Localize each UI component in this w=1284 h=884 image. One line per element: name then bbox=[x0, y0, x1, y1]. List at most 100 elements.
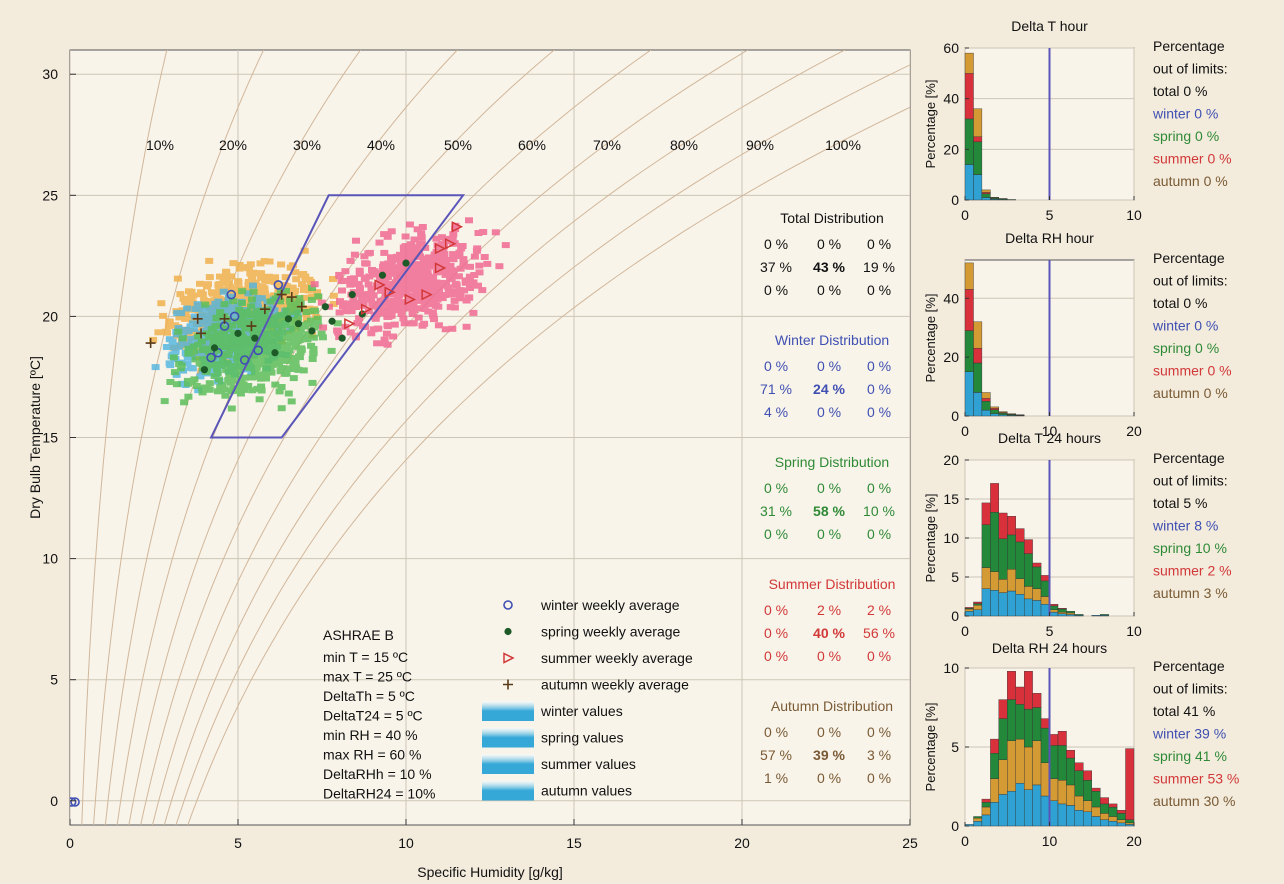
summer-value-cell bbox=[355, 281, 363, 287]
summer-value-cell bbox=[383, 311, 391, 317]
summer-value-cell bbox=[492, 229, 500, 235]
legend-label: summer weekly average bbox=[541, 650, 693, 666]
y-tick-label: 15 bbox=[42, 430, 58, 446]
bar-autumn bbox=[1007, 741, 1016, 792]
out-of-limits-autumn: autumn 0 % bbox=[1153, 385, 1228, 401]
distribution-cell: 0 % bbox=[817, 358, 841, 374]
winter-value-cell bbox=[199, 315, 207, 321]
summer-value-cell bbox=[388, 269, 396, 275]
distribution-cell: 40 % bbox=[813, 625, 845, 641]
autumn-value-cell bbox=[260, 287, 268, 293]
bar-winter bbox=[974, 393, 982, 417]
histogram-y-axis-label: Percentage [%] bbox=[923, 80, 938, 169]
x-tick-label: 5 bbox=[234, 835, 242, 851]
summer-value-cell bbox=[435, 322, 443, 328]
bar-spring bbox=[1058, 609, 1067, 612]
out-of-limits-summer: summer 0 % bbox=[1153, 151, 1232, 167]
summer-value-cell bbox=[379, 264, 387, 270]
distribution-cell: 0 % bbox=[867, 236, 891, 252]
x-axis-label: Specific Humidity [g/kg] bbox=[417, 864, 563, 880]
bar-winter bbox=[1092, 615, 1101, 616]
bar-summer bbox=[1007, 671, 1016, 699]
bar-summer bbox=[990, 483, 998, 512]
spring-weekly-average-point bbox=[211, 344, 218, 351]
spring-value-cell bbox=[248, 297, 256, 303]
summer-value-cell bbox=[397, 307, 405, 313]
summer-value-cell bbox=[397, 289, 405, 295]
spring-weekly-average-point bbox=[402, 260, 409, 267]
bar-summer bbox=[990, 739, 998, 753]
bar-winter bbox=[965, 165, 974, 201]
spring-value-cell bbox=[282, 366, 290, 372]
spring-weekly-average-point bbox=[271, 349, 278, 356]
autumn-value-cell bbox=[162, 329, 170, 335]
spring-value-cell bbox=[247, 374, 255, 380]
distribution-cell: 71 % bbox=[760, 381, 792, 397]
histogram-y-tick-label: 20 bbox=[943, 452, 959, 468]
legend-label: winter weekly average bbox=[540, 597, 680, 613]
bar-spring bbox=[1050, 745, 1059, 778]
summer-value-cell bbox=[334, 330, 342, 336]
spring-value-cell bbox=[230, 372, 238, 378]
winter-value-cell bbox=[166, 362, 174, 368]
spring-value-cell bbox=[228, 406, 236, 412]
distribution-cell: 0 % bbox=[867, 404, 891, 420]
summer-value-cell bbox=[442, 326, 450, 332]
bar-winter bbox=[1007, 791, 1016, 826]
bar-spring bbox=[1033, 567, 1042, 589]
summer-value-cell bbox=[466, 285, 474, 291]
spring-value-cell bbox=[201, 385, 209, 391]
distribution-cell: 0 % bbox=[817, 770, 841, 786]
summer-value-cell bbox=[471, 254, 479, 260]
annotation-line: min T = 15 ºC bbox=[323, 649, 408, 665]
summer-value-cell bbox=[442, 272, 450, 278]
bar-summer bbox=[965, 607, 974, 608]
bar-spring bbox=[990, 410, 998, 414]
distribution-cell: 0 % bbox=[764, 480, 788, 496]
spring-value-cell bbox=[218, 383, 226, 389]
distribution-cell: 1 % bbox=[764, 770, 788, 786]
legend-item-winter-values: winter values bbox=[482, 701, 623, 721]
bar-autumn bbox=[1092, 807, 1101, 817]
annotation-line: DeltaRHh = 10 % bbox=[323, 766, 432, 782]
bar-winter bbox=[990, 414, 998, 416]
bar-summer bbox=[1075, 763, 1084, 771]
bar-spring bbox=[1109, 807, 1117, 817]
bar-summer bbox=[974, 602, 982, 604]
spring-value-cell bbox=[285, 391, 293, 397]
spring-weekly-average-point bbox=[251, 335, 258, 342]
bar-winter bbox=[1033, 600, 1042, 616]
histogram-y-tick-label: 60 bbox=[943, 40, 959, 56]
summer-value-cell bbox=[393, 254, 401, 260]
autumn-value-cell bbox=[214, 282, 222, 288]
summer-value-cell bbox=[462, 277, 470, 283]
spring-value-cell bbox=[307, 343, 315, 349]
bar-spring bbox=[982, 802, 991, 807]
histogram-y-tick-label: 0 bbox=[951, 192, 959, 208]
summer-value-cell bbox=[400, 249, 408, 255]
summer-value-cell bbox=[363, 261, 371, 267]
autumn-value-cell bbox=[261, 258, 269, 264]
bar-autumn bbox=[1100, 813, 1109, 819]
bar-autumn bbox=[990, 779, 998, 803]
summer-value-cell bbox=[419, 323, 427, 329]
distribution-cell: 0 % bbox=[817, 282, 841, 298]
summer-value-cell bbox=[473, 245, 481, 251]
bar-autumn bbox=[1083, 801, 1092, 812]
bar-autumn bbox=[974, 109, 982, 137]
bar-summer bbox=[999, 700, 1008, 719]
bar-autumn bbox=[1058, 780, 1067, 804]
bar-summer bbox=[965, 289, 974, 330]
rh-label-90: 90% bbox=[746, 137, 774, 153]
spring-value-cell bbox=[212, 315, 220, 321]
distribution-cell: 56 % bbox=[863, 625, 895, 641]
distribution-cell: 0 % bbox=[817, 480, 841, 496]
summer-value-cell bbox=[419, 224, 427, 230]
winter-value-cell bbox=[249, 283, 257, 289]
summer-value-cell bbox=[311, 281, 319, 287]
distribution-cell: 0 % bbox=[764, 625, 788, 641]
bar-spring bbox=[965, 331, 974, 372]
out-of-limits-heading: out of limits: bbox=[1153, 681, 1228, 697]
summer-value-cell bbox=[347, 329, 355, 335]
autumn-value-cell bbox=[236, 266, 244, 272]
